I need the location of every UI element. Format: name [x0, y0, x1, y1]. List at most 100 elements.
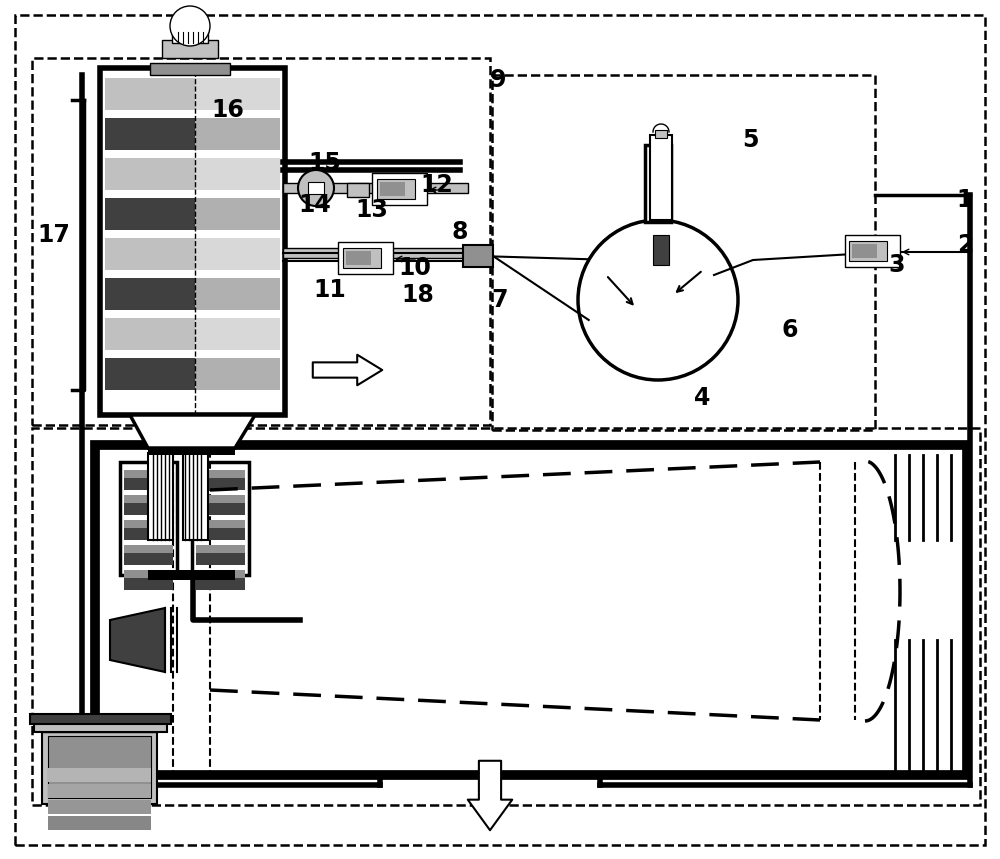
- Text: 13: 13: [356, 198, 388, 222]
- Polygon shape: [130, 415, 255, 448]
- Text: 7: 7: [492, 288, 508, 312]
- Bar: [655, 130, 667, 138]
- Text: 12: 12: [421, 173, 453, 197]
- Bar: [195, 78, 280, 110]
- Bar: [105, 318, 195, 350]
- Bar: [852, 244, 877, 258]
- Bar: [100, 68, 285, 415]
- Text: 4: 4: [694, 386, 710, 410]
- Bar: [32, 58, 490, 425]
- Bar: [849, 241, 887, 261]
- Bar: [148, 453, 173, 540]
- Bar: [195, 198, 280, 230]
- Bar: [105, 118, 195, 150]
- Bar: [105, 158, 195, 190]
- Bar: [195, 278, 280, 310]
- Text: 10: 10: [399, 256, 431, 280]
- Bar: [196, 478, 245, 490]
- Bar: [372, 173, 427, 205]
- Polygon shape: [110, 608, 165, 672]
- Bar: [124, 570, 173, 578]
- Circle shape: [578, 220, 738, 380]
- Bar: [124, 470, 173, 478]
- Bar: [283, 183, 468, 193]
- Text: 1: 1: [957, 188, 973, 212]
- Bar: [463, 245, 493, 267]
- Text: 3: 3: [889, 253, 905, 277]
- FancyArrowPatch shape: [313, 355, 382, 386]
- Bar: [105, 78, 195, 110]
- Bar: [148, 447, 235, 455]
- Bar: [192, 462, 249, 575]
- Bar: [338, 242, 393, 274]
- Bar: [48, 768, 151, 782]
- Text: 11: 11: [314, 278, 346, 302]
- Circle shape: [170, 6, 210, 46]
- Bar: [124, 553, 173, 565]
- Bar: [48, 800, 151, 814]
- Bar: [195, 238, 280, 270]
- Bar: [195, 118, 280, 150]
- Bar: [196, 503, 245, 515]
- Bar: [492, 75, 875, 430]
- Circle shape: [298, 170, 334, 206]
- Bar: [195, 158, 280, 190]
- Bar: [42, 729, 157, 804]
- Text: 16: 16: [212, 98, 244, 122]
- Bar: [172, 26, 208, 43]
- Bar: [196, 545, 245, 553]
- Bar: [645, 145, 671, 222]
- Text: 5: 5: [742, 128, 758, 152]
- Bar: [183, 453, 208, 540]
- Bar: [346, 251, 371, 265]
- Bar: [32, 428, 980, 805]
- Bar: [48, 784, 151, 798]
- Bar: [105, 198, 195, 230]
- Bar: [195, 318, 280, 350]
- Bar: [95, 445, 967, 775]
- Bar: [124, 545, 173, 553]
- Bar: [377, 179, 415, 199]
- Bar: [148, 570, 235, 580]
- Bar: [196, 553, 245, 565]
- Bar: [124, 503, 173, 515]
- Bar: [124, 495, 173, 503]
- Bar: [653, 235, 669, 265]
- Bar: [196, 578, 245, 590]
- Bar: [124, 520, 173, 528]
- Text: 15: 15: [309, 151, 341, 175]
- Bar: [105, 238, 195, 270]
- Bar: [124, 578, 173, 590]
- Bar: [105, 278, 195, 310]
- Bar: [196, 528, 245, 540]
- Bar: [124, 478, 173, 490]
- Bar: [150, 63, 230, 75]
- Text: 6: 6: [782, 318, 798, 342]
- Text: 2: 2: [957, 233, 973, 257]
- Bar: [196, 570, 245, 578]
- Bar: [34, 717, 167, 732]
- Bar: [650, 135, 672, 220]
- Text: 14: 14: [299, 193, 331, 217]
- Bar: [343, 248, 381, 268]
- Bar: [196, 520, 245, 528]
- Bar: [347, 183, 369, 197]
- Bar: [308, 182, 324, 194]
- Bar: [196, 470, 245, 478]
- Text: 18: 18: [402, 283, 434, 307]
- Text: 17: 17: [38, 223, 70, 247]
- Bar: [380, 182, 405, 196]
- Bar: [124, 528, 173, 540]
- Bar: [283, 248, 468, 258]
- Bar: [845, 235, 900, 267]
- Text: 9: 9: [490, 68, 506, 92]
- Text: 8: 8: [452, 220, 468, 244]
- Bar: [195, 358, 280, 390]
- Bar: [48, 816, 151, 830]
- Bar: [30, 714, 171, 724]
- Bar: [162, 40, 218, 58]
- Bar: [105, 358, 195, 390]
- FancyArrowPatch shape: [468, 761, 512, 830]
- Bar: [196, 495, 245, 503]
- Bar: [48, 736, 151, 798]
